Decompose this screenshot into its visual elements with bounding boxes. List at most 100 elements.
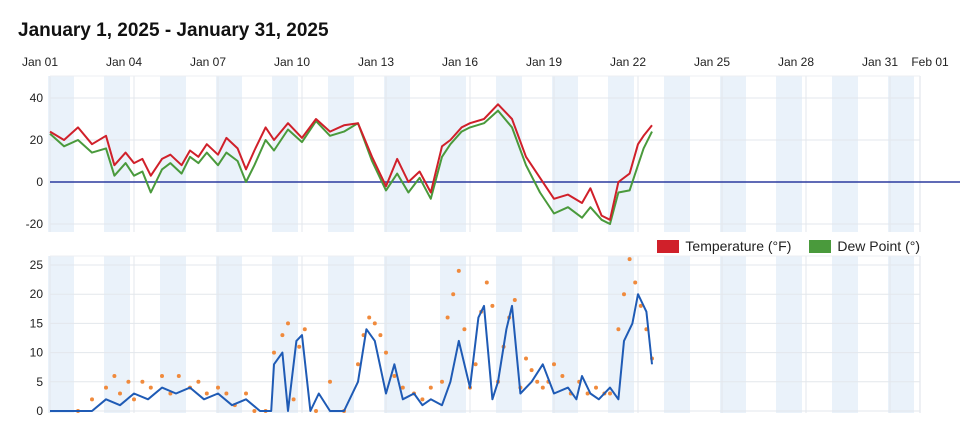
shade-band — [664, 76, 690, 232]
gust-point — [367, 315, 372, 320]
shade-band — [272, 76, 298, 232]
x-tick-label: Jan 31 — [862, 55, 898, 69]
y-tick-label: -20 — [26, 217, 44, 231]
shade-band — [496, 76, 522, 232]
gust-point — [451, 292, 456, 297]
gust-point — [552, 362, 556, 367]
x-tick-label: Jan 01 — [22, 55, 58, 69]
shade-band — [384, 76, 410, 232]
shade-band — [888, 76, 914, 232]
gust-point — [633, 280, 638, 285]
gust-point — [392, 373, 397, 378]
x-tick-label: Jan 10 — [274, 55, 310, 69]
gust-point — [297, 344, 302, 349]
gust-point — [104, 385, 108, 390]
gust-point — [132, 397, 136, 402]
shade-band — [216, 256, 242, 413]
gust-point — [126, 379, 131, 384]
shade-band — [552, 256, 578, 413]
shade-band — [496, 256, 522, 413]
gust-point — [372, 321, 377, 326]
x-tick-label: Jan 07 — [190, 55, 226, 69]
gust-point — [90, 397, 94, 402]
x-tick-label: Jan 04 — [106, 55, 142, 69]
gust-point — [560, 373, 565, 378]
gust-point — [420, 397, 425, 402]
gust-point — [140, 379, 145, 384]
gust-point — [280, 333, 285, 338]
dew-point-line — [49, 109, 653, 225]
gust-point — [196, 379, 201, 384]
gust-point — [445, 315, 450, 320]
gust-point — [594, 385, 598, 390]
gust-point — [622, 292, 626, 297]
gust-point — [384, 350, 388, 355]
gust-point — [428, 385, 433, 390]
y-tick-label: 25 — [30, 258, 44, 272]
shade-band — [440, 256, 466, 413]
gust-point — [378, 333, 383, 338]
gust-point — [608, 391, 612, 396]
x-tick-label: Jan 13 — [358, 55, 394, 69]
gust-point — [440, 379, 444, 384]
gust-point — [204, 391, 209, 396]
x-tick-label: Feb 01 — [911, 55, 949, 69]
x-tick-label: Jan 22 — [610, 55, 646, 69]
legend-swatch-temperature — [657, 239, 680, 253]
gust-point — [616, 327, 621, 332]
shade-band — [776, 76, 802, 232]
y-tick-label: 20 — [30, 287, 44, 301]
legend-swatch-dew-point — [809, 239, 832, 253]
shade-band — [776, 256, 802, 413]
gust-point — [540, 385, 545, 390]
shade-band — [720, 76, 746, 232]
gust-point — [252, 409, 257, 413]
x-tick-label: Jan 25 — [694, 55, 730, 69]
shade-band — [888, 256, 914, 413]
y-tick-label: 40 — [30, 91, 44, 105]
gust-point — [291, 397, 296, 402]
y-tick-label: 10 — [30, 346, 44, 360]
chart-title: January 1, 2025 - January 31, 2025 — [18, 20, 329, 41]
y-tick-label: 20 — [30, 133, 44, 147]
gust-point — [244, 391, 248, 396]
x-tick-label: Jan 28 — [778, 55, 814, 69]
gust-point — [302, 327, 307, 332]
gust-point — [456, 268, 461, 273]
gust-point — [272, 350, 276, 355]
gust-point — [356, 362, 360, 367]
gust-point — [535, 379, 540, 384]
gust-point — [400, 385, 405, 390]
gust-point — [216, 385, 220, 390]
x-tick-label: Jan 19 — [526, 55, 562, 69]
y-tick-label: 5 — [36, 375, 43, 389]
gust-point — [585, 391, 590, 396]
shade-band — [664, 256, 690, 413]
legend-item-dew-point[interactable]: Dew Point (°) — [809, 238, 920, 254]
shade-band — [48, 76, 74, 232]
shade-band — [832, 76, 858, 232]
shade-band — [160, 256, 186, 413]
wind-speed-line — [50, 293, 653, 412]
gust-point — [529, 368, 534, 373]
shade-band — [48, 256, 74, 413]
shade-band — [160, 76, 186, 232]
gust-point — [286, 321, 290, 326]
legend-item-temperature[interactable]: Temperature (°F) — [657, 238, 791, 254]
shade-band — [328, 256, 354, 413]
gust-point — [118, 391, 122, 396]
gust-point — [328, 379, 332, 384]
y-tick-label: 15 — [30, 316, 44, 330]
gust-point — [148, 385, 153, 390]
gust-point — [224, 391, 229, 396]
gust-point — [112, 373, 117, 378]
shade-band — [552, 76, 578, 232]
shade-band — [720, 256, 746, 413]
gust-point — [473, 362, 478, 367]
x-tick-label: Jan 16 — [442, 55, 478, 69]
y-tick-label: 0 — [36, 175, 43, 189]
shade-band — [104, 256, 130, 413]
legend-label-dew-point: Dew Point (°) — [837, 238, 920, 254]
temperature-line — [49, 103, 653, 221]
